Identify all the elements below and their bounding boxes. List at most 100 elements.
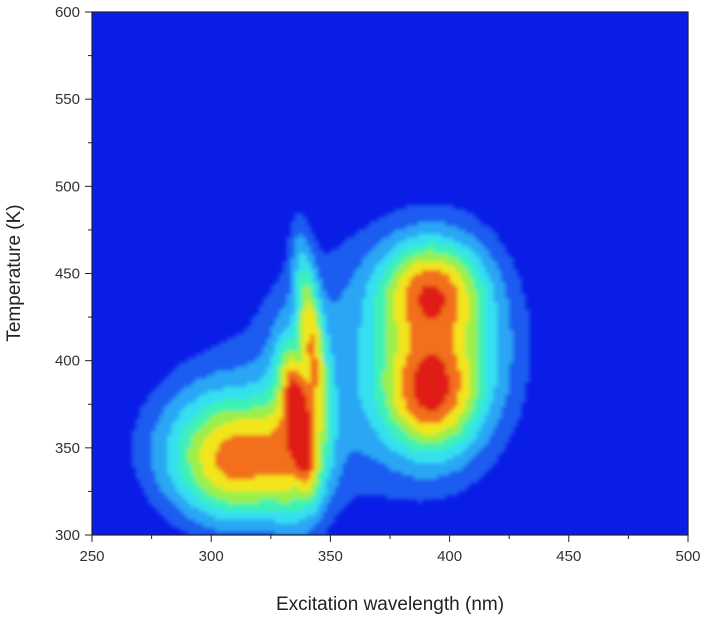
heatmap-cell	[358, 237, 363, 242]
heatmap-cell	[199, 486, 204, 492]
heatmap-cell	[195, 466, 200, 472]
heatmap-cell	[266, 353, 272, 359]
heatmap-cell	[262, 530, 268, 535]
heatmap-cell	[390, 293, 395, 299]
heatmap-cell	[370, 410, 375, 415]
heatmap-cell	[298, 301, 304, 307]
heatmap-cell	[326, 321, 331, 327]
heatmap-cell	[322, 470, 328, 476]
heatmap-cell	[330, 281, 335, 287]
heatmap-cell	[330, 297, 335, 303]
heatmap-cell	[370, 353, 375, 359]
heatmap-cell	[219, 357, 224, 363]
heatmap-cell	[386, 446, 391, 452]
heatmap-cell	[433, 225, 439, 230]
heatmap-cell	[167, 406, 173, 411]
heatmap-cell	[334, 454, 339, 460]
heatmap-cell	[417, 349, 423, 355]
heatmap-cell	[199, 502, 204, 508]
heatmap-cell	[314, 325, 320, 331]
heatmap-cell	[334, 426, 339, 431]
heatmap-cell	[397, 470, 403, 476]
heatmap-cell	[393, 382, 399, 387]
heatmap-cell	[298, 293, 304, 299]
heatmap-cell	[262, 341, 268, 347]
heatmap-cell	[433, 273, 439, 279]
heatmap-cell	[401, 398, 407, 403]
heatmap-cell	[417, 370, 423, 375]
heatmap-cell	[159, 502, 165, 508]
heatmap-cell	[370, 317, 375, 323]
heatmap-cell	[183, 486, 188, 492]
heatmap-cell	[461, 285, 467, 291]
heatmap-cell	[362, 470, 367, 476]
heatmap-cell	[350, 237, 355, 242]
heatmap-cell	[401, 289, 407, 295]
heatmap-cell	[266, 422, 272, 427]
heatmap-cell	[346, 438, 351, 444]
heatmap-cell	[449, 221, 455, 226]
heatmap-cell	[465, 353, 471, 359]
heatmap-cell	[302, 333, 308, 339]
heatmap-cell	[183, 494, 188, 500]
heatmap-cell	[191, 474, 196, 480]
heatmap-cell	[334, 382, 339, 387]
heatmap-cell	[374, 341, 379, 347]
heatmap-cell	[191, 394, 196, 399]
heatmap-cell	[314, 341, 320, 347]
heatmap-cell	[294, 406, 300, 411]
heatmap-cell	[346, 245, 351, 250]
heatmap-cell	[445, 470, 451, 476]
heatmap-cell	[370, 450, 375, 456]
heatmap-cell	[386, 269, 391, 275]
heatmap-cell	[314, 241, 320, 246]
heatmap-cell	[167, 386, 173, 391]
heatmap-cell	[366, 490, 371, 496]
heatmap-cell	[143, 454, 149, 460]
heatmap-cell	[318, 478, 324, 484]
heatmap-cell	[199, 398, 204, 403]
heatmap-cell	[397, 345, 403, 351]
heatmap-cell	[386, 221, 391, 226]
heatmap-cell	[242, 502, 248, 508]
heatmap-cell	[362, 233, 367, 238]
heatmap-cell	[306, 506, 312, 512]
heatmap-cell	[405, 442, 411, 448]
heatmap-cell	[397, 341, 403, 347]
heatmap-cell	[262, 370, 268, 375]
heatmap-cell	[262, 526, 268, 532]
heatmap-cell	[401, 305, 407, 311]
heatmap-cell	[453, 458, 459, 464]
heatmap-cell	[274, 366, 280, 371]
heatmap-cell	[278, 530, 284, 535]
heatmap-cell	[294, 233, 300, 238]
heatmap-cell	[457, 345, 463, 351]
heatmap-cell	[282, 446, 288, 452]
heatmap-cell	[354, 486, 359, 492]
heatmap-cell	[183, 422, 188, 427]
heatmap-cell	[437, 410, 443, 415]
heatmap-cell	[445, 237, 451, 242]
heatmap-cell	[175, 482, 181, 488]
heatmap-cell	[242, 470, 248, 476]
heatmap-cell	[334, 474, 339, 480]
heatmap-cell	[235, 434, 240, 440]
heatmap-cell	[306, 370, 312, 375]
heatmap-cell	[211, 466, 216, 472]
heatmap-cell	[183, 458, 188, 464]
heatmap-cell	[350, 345, 355, 351]
heatmap-cell	[147, 478, 153, 484]
heatmap-cell	[461, 378, 467, 383]
heatmap-cell	[457, 442, 463, 448]
heatmap-cell	[413, 317, 419, 323]
heatmap-cell	[354, 382, 359, 387]
heatmap-cell	[250, 390, 256, 395]
heatmap-cell	[374, 353, 379, 359]
heatmap-cell	[326, 341, 331, 347]
heatmap-cell	[409, 317, 415, 323]
heatmap-cell	[322, 317, 328, 323]
heatmap-cell	[219, 510, 224, 516]
heatmap-cell	[211, 378, 216, 383]
heatmap-cell	[386, 341, 391, 347]
heatmap-cell	[465, 341, 471, 347]
